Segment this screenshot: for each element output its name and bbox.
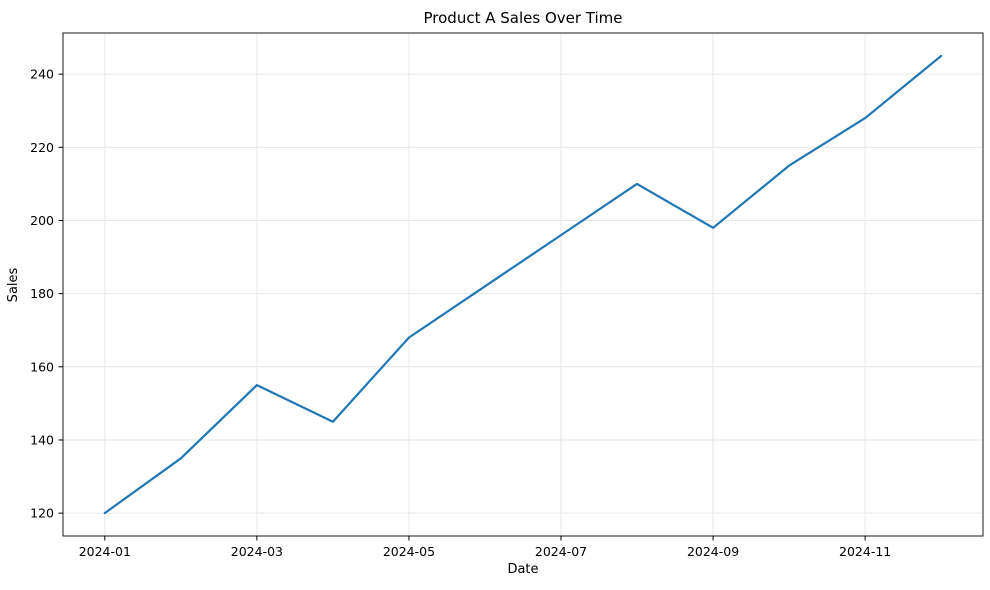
- x-tick-label: 2024-05: [383, 544, 435, 559]
- x-axis-label: Date: [507, 562, 539, 577]
- plot-border: [62, 32, 984, 537]
- y-tick-label: 200: [30, 213, 54, 228]
- y-axis-label: Sales: [6, 267, 21, 303]
- plot-background: [63, 33, 983, 536]
- chart-title: Product A Sales Over Time: [423, 9, 623, 27]
- y-tick-label: 140: [30, 432, 54, 447]
- x-tick-label: 2024-03: [231, 544, 283, 559]
- y-tick-label: 120: [30, 506, 54, 521]
- sales-line-series: [103, 54, 943, 515]
- y-tick-label: 220: [30, 140, 54, 155]
- x-tick-label: 2024-11: [839, 544, 891, 559]
- x-tick-label: 2024-07: [535, 544, 587, 559]
- y-tick-label: 160: [30, 359, 54, 374]
- y-tick-label: 180: [30, 286, 54, 301]
- x-tick-label: 2024-09: [687, 544, 739, 559]
- x-tick-label: 2024-01: [79, 544, 131, 559]
- y-tick-label: 240: [30, 67, 54, 82]
